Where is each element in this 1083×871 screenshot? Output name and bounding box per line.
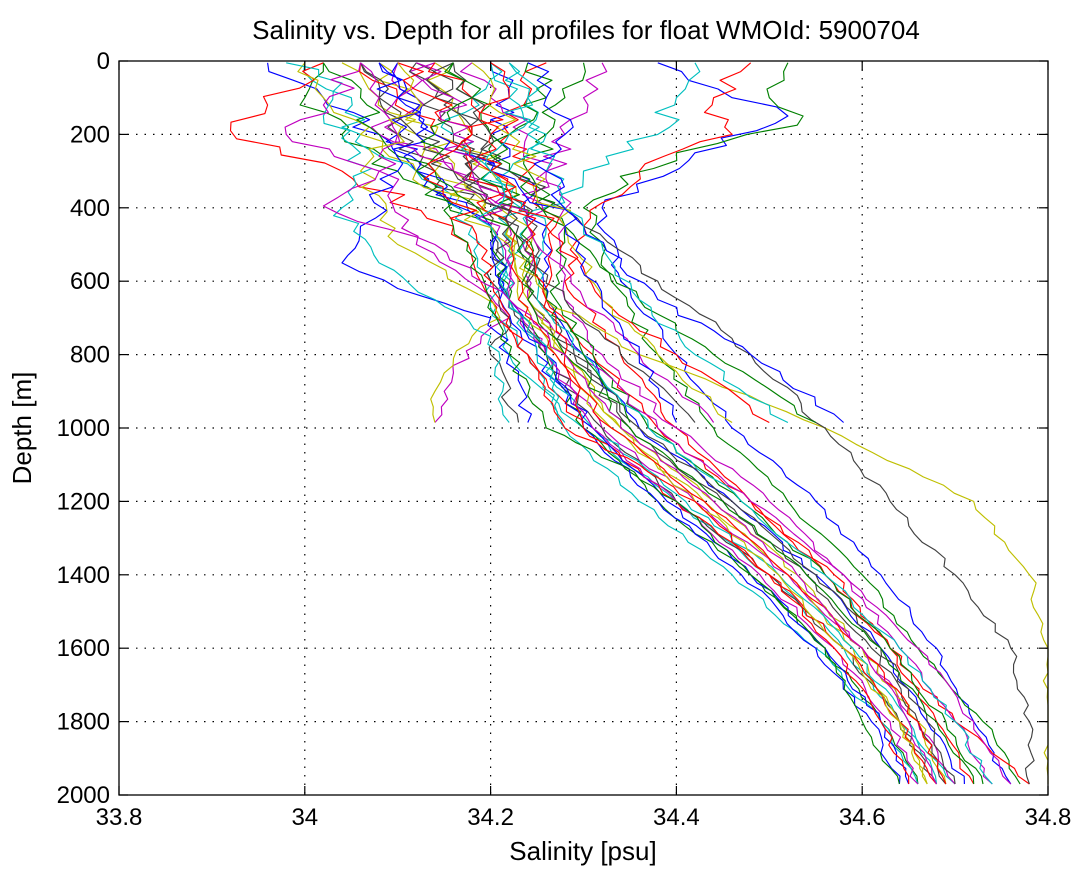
profile-line bbox=[416, 62, 947, 785]
y-tick-label: 800 bbox=[70, 342, 110, 369]
profile-line bbox=[359, 62, 947, 785]
profile-line bbox=[476, 62, 566, 423]
profile-line bbox=[229, 62, 937, 785]
profile-line bbox=[370, 62, 919, 785]
profile-line bbox=[521, 62, 1012, 785]
profile-line bbox=[408, 62, 1035, 785]
profile-line bbox=[416, 62, 715, 423]
profile-line bbox=[527, 62, 677, 423]
profile-line bbox=[360, 62, 510, 423]
x-tick-label: 33.8 bbox=[96, 804, 143, 831]
profile-line bbox=[596, 62, 1012, 785]
y-tick-label: 0 bbox=[97, 48, 110, 75]
profile-line bbox=[341, 62, 532, 423]
profile-line bbox=[523, 62, 984, 785]
y-tick-label: 1800 bbox=[57, 709, 110, 736]
profile-line bbox=[423, 62, 910, 785]
y-tick-label: 1400 bbox=[57, 562, 110, 589]
profile-line bbox=[297, 62, 1049, 784]
x-tick-label: 34.4 bbox=[653, 804, 700, 831]
axis-ticks: 33.8 34 34.2 34.4 34.6 34.8 0 200 400 600 800 1000 1… bbox=[57, 48, 1072, 831]
y-axis-label: Depth [m] bbox=[7, 372, 37, 485]
profile-line bbox=[488, 62, 965, 785]
y-tick-label: 400 bbox=[70, 195, 110, 222]
x-tick-label: 34.2 bbox=[467, 804, 514, 831]
profile-line bbox=[495, 62, 938, 785]
profile-line bbox=[284, 62, 938, 785]
chart-title: Salinity vs. Depth for all profiles for … bbox=[252, 15, 920, 45]
y-tick-label: 1600 bbox=[57, 635, 110, 662]
profile-line bbox=[385, 62, 910, 785]
profile-line bbox=[582, 62, 1021, 785]
x-tick-label: 34 bbox=[291, 804, 318, 831]
profile-line bbox=[359, 62, 501, 423]
y-tick-label: 2000 bbox=[57, 782, 110, 809]
y-tick-label: 1200 bbox=[57, 488, 110, 515]
y-tick-label: 1000 bbox=[57, 415, 110, 442]
y-tick-label: 600 bbox=[70, 268, 110, 295]
profile-line bbox=[460, 62, 993, 785]
profile-lines bbox=[229, 62, 1049, 785]
profile-line bbox=[286, 62, 510, 423]
profile-line bbox=[490, 62, 789, 424]
x-tick-label: 34.8 bbox=[1025, 804, 1072, 831]
profile-line bbox=[499, 62, 975, 785]
x-axis-label: Salinity [psu] bbox=[509, 836, 656, 866]
profile-line bbox=[427, 62, 585, 423]
y-tick-label: 200 bbox=[70, 121, 110, 148]
profile-line bbox=[303, 62, 919, 785]
profile-line bbox=[564, 62, 1030, 785]
profile-line bbox=[360, 62, 696, 423]
profile-line bbox=[471, 62, 733, 423]
profile-line bbox=[322, 62, 631, 423]
x-tick-label: 34.6 bbox=[839, 804, 886, 831]
profile-line bbox=[440, 62, 993, 785]
profile-line bbox=[452, 62, 520, 423]
